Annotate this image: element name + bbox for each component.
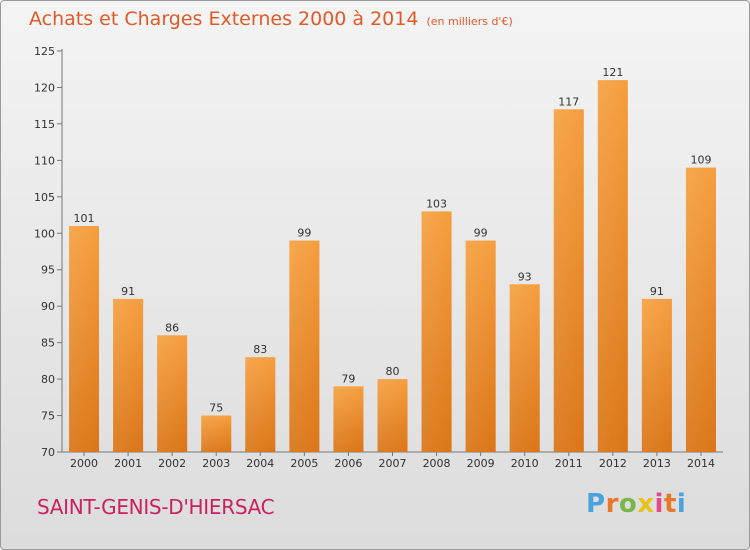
y-tick-label: 110 — [34, 154, 55, 167]
bar-shade-2005 — [289, 240, 320, 452]
data-label-2002: 86 — [165, 321, 179, 334]
logo-letter: o — [618, 489, 638, 519]
data-label-2013: 91 — [650, 285, 664, 298]
logo-letter: i — [676, 489, 687, 519]
bar-shade-2000 — [69, 225, 100, 452]
data-label-2008: 103 — [426, 197, 447, 210]
data-label-2003: 75 — [209, 402, 223, 415]
chart-title-text: Achats et Charges Externes 2000 à 2014 — [29, 8, 419, 30]
bar-shade-2012 — [597, 80, 628, 452]
x-tick-label-2006: 2006 — [334, 457, 362, 470]
y-tick-label: 90 — [41, 300, 55, 313]
y-tick-label: 125 — [34, 45, 55, 58]
x-tick-label-2009: 2009 — [467, 457, 495, 470]
data-label-2012: 121 — [602, 66, 623, 79]
logo-letter: i — [654, 489, 664, 519]
y-tick-label: 75 — [41, 410, 55, 423]
data-label-2006: 79 — [341, 372, 355, 385]
bar-shade-2011 — [553, 109, 584, 452]
logo-letter: x — [637, 489, 655, 519]
bar-shade-2014 — [685, 167, 716, 452]
bar-shade-2003 — [201, 415, 232, 452]
x-tick-label-2007: 2007 — [379, 457, 407, 470]
data-label-2010: 93 — [518, 270, 532, 283]
bar-shade-2009 — [465, 240, 496, 452]
data-label-2000: 101 — [74, 212, 95, 225]
proxiti-logo: Proxiti — [586, 489, 686, 519]
bar-shade-2004 — [245, 357, 276, 452]
x-tick-label-2005: 2005 — [290, 457, 318, 470]
chart-title: Achats et Charges Externes 2000 à 2014 (e… — [29, 8, 513, 30]
y-tick-label: 95 — [41, 264, 55, 277]
y-tick-label: 105 — [34, 191, 55, 204]
place-name: SAINT-GENIS-D'HIERSAC — [37, 495, 275, 519]
y-tick-label: 120 — [34, 81, 55, 94]
x-tick-label-2013: 2013 — [643, 457, 671, 470]
x-tick-label-2014: 2014 — [687, 457, 715, 470]
bar-shade-2007 — [377, 379, 408, 452]
y-tick-label: 80 — [41, 373, 55, 386]
x-tick-label-2010: 2010 — [511, 457, 539, 470]
chart-unit: (en milliers d'€) — [426, 15, 513, 28]
bar-shade-2013 — [641, 298, 672, 452]
data-label-2011: 117 — [558, 95, 579, 108]
bars: 101 91 86 75 83 99 79 80 103 99 93 117 121 91 109 — [69, 66, 716, 452]
logo-letter: t — [663, 489, 677, 519]
y-tick-label: 70 — [41, 446, 55, 459]
logo-letter: P — [586, 489, 606, 519]
data-label-2014: 109 — [690, 154, 711, 167]
logo-letter: r — [605, 489, 619, 519]
x-tick-label-2011: 2011 — [555, 457, 583, 470]
data-label-2009: 99 — [474, 227, 488, 240]
x-tick-label-2003: 2003 — [202, 457, 230, 470]
data-label-2004: 83 — [253, 343, 267, 356]
data-label-2007: 80 — [386, 365, 400, 378]
bar-shade-2001 — [113, 298, 144, 452]
x-tick-label-2002: 2002 — [158, 457, 186, 470]
y-tick-label: 115 — [34, 118, 55, 131]
bar-shade-2006 — [333, 386, 364, 452]
data-label-2005: 99 — [297, 227, 311, 240]
data-label-2001: 91 — [121, 285, 135, 298]
x-tick-label-2000: 2000 — [70, 457, 98, 470]
y-tick-label: 85 — [41, 337, 55, 350]
bar-shade-2008 — [421, 211, 452, 452]
y-tick-label: 100 — [34, 227, 55, 240]
x-tick-label-2012: 2012 — [599, 457, 627, 470]
x-tick-label-2001: 2001 — [114, 457, 142, 470]
x-tick-label-2004: 2004 — [246, 457, 274, 470]
bar-shade-2002 — [157, 335, 188, 452]
x-tick-label-2008: 2008 — [423, 457, 451, 470]
bar-shade-2010 — [509, 284, 540, 452]
